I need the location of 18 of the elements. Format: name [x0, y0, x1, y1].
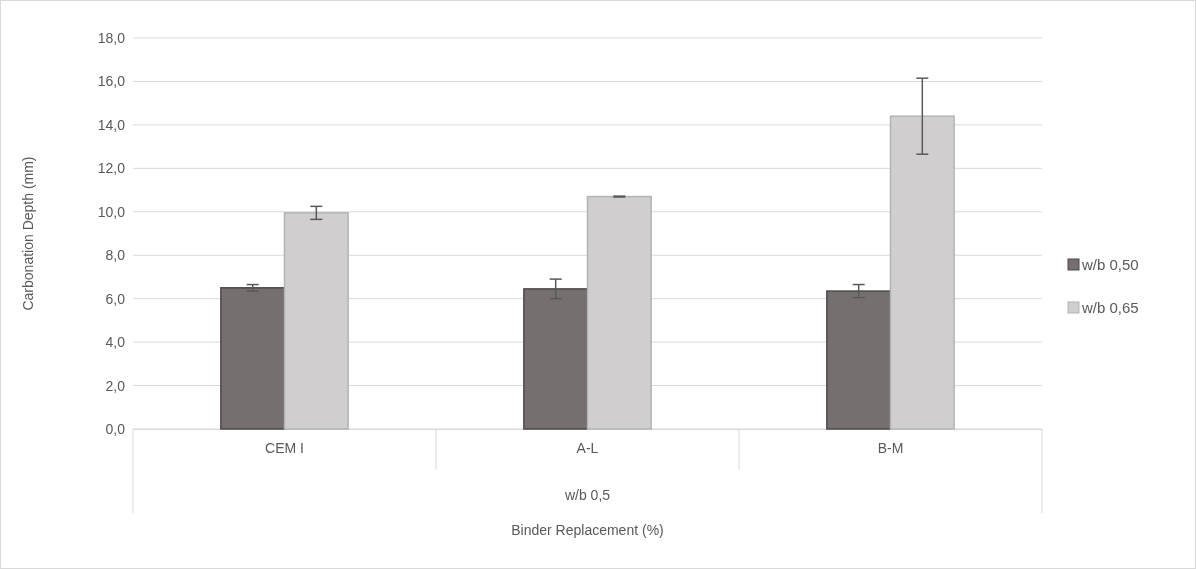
y-tick-label: 10,0	[97, 203, 126, 220]
legend-label: w/b 0,50	[1081, 256, 1139, 273]
y-tick-label: 0,0	[105, 420, 126, 437]
x-tick-label: CEM I	[265, 439, 304, 456]
legend-label: w/b 0,65	[1081, 299, 1139, 316]
y-tick-label: 8,0	[105, 247, 126, 264]
y-tick-label: 4,0	[105, 334, 126, 351]
text: w/b 0,5	[563, 487, 611, 503]
y-axis-title: Carbonation Depth (mm)	[20, 156, 36, 311]
y-tick-label: 16,0	[97, 73, 126, 90]
y-tick-label: 2,0	[105, 377, 126, 394]
x-tick-label: B-M	[877, 439, 904, 456]
y-tick-label: 14,0	[97, 116, 126, 133]
y-tick-label: 18,0	[97, 29, 126, 46]
x-tick-label: A-L	[576, 439, 599, 456]
x-axis-title: Binder Replacement (%)	[511, 522, 664, 538]
y-tick-label: 12,0	[97, 160, 126, 177]
y-tick-label: 6,0	[105, 290, 126, 307]
